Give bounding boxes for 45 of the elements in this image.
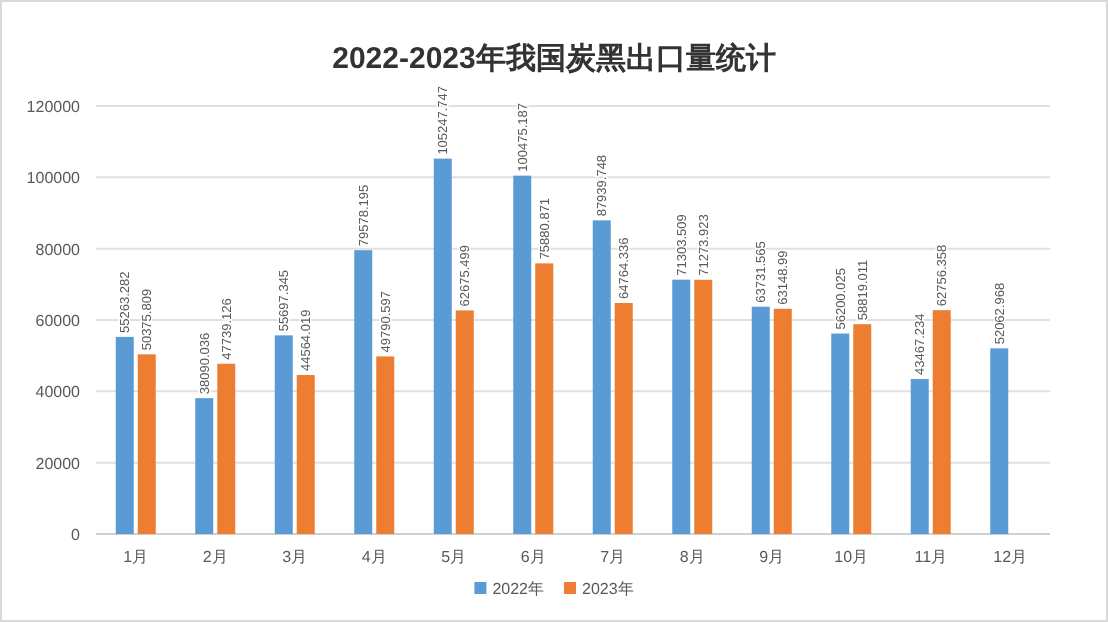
bar	[831, 333, 850, 534]
bar	[455, 310, 474, 534]
y-tick-label: 40000	[35, 383, 82, 402]
y-tick-label: 20000	[35, 454, 82, 473]
x-tick-label: 7月	[600, 548, 626, 566]
x-tick-label: 4月	[361, 548, 387, 566]
bar	[773, 308, 792, 534]
bar	[694, 279, 713, 534]
bar	[672, 279, 691, 534]
bar	[296, 375, 315, 534]
x-tick-label: 1月	[123, 548, 149, 566]
y-tick-label: 60000	[35, 312, 82, 330]
y-tick-label: 120000	[26, 98, 82, 116]
bar	[354, 250, 373, 534]
x-tick-label: 3月	[282, 548, 308, 566]
bar	[535, 263, 554, 534]
bar	[513, 175, 532, 534]
bar	[433, 158, 452, 534]
x-tick-label: 11月	[914, 548, 948, 566]
y-tick-label: 100000	[26, 169, 82, 188]
y-tick-label: 0	[71, 526, 82, 544]
bar	[376, 356, 395, 534]
bar	[274, 335, 293, 534]
bar	[614, 303, 633, 534]
x-tick-label: 2月	[202, 548, 228, 566]
legend-label: 2022年	[492, 580, 544, 598]
bar	[137, 354, 156, 534]
chart-title: 2022-2023年我国炭黑出口量统计	[332, 42, 776, 76]
bar	[195, 398, 214, 534]
bar	[592, 220, 611, 534]
legend-label: 2023年	[582, 580, 634, 598]
x-tick-label: 6月	[520, 548, 546, 566]
x-tick-label: 8月	[679, 548, 705, 566]
bar	[751, 306, 770, 534]
x-tick-label: 10月	[834, 548, 869, 566]
y-tick-label: 80000	[35, 240, 82, 259]
bar	[932, 310, 951, 534]
bar	[990, 348, 1009, 534]
x-tick-label: 9月	[759, 548, 785, 566]
bar	[853, 324, 872, 534]
bar	[115, 336, 134, 534]
x-tick-label: 5月	[441, 548, 467, 566]
bar	[910, 378, 929, 534]
x-tick-label: 12月	[993, 548, 1028, 566]
bar	[217, 363, 236, 534]
